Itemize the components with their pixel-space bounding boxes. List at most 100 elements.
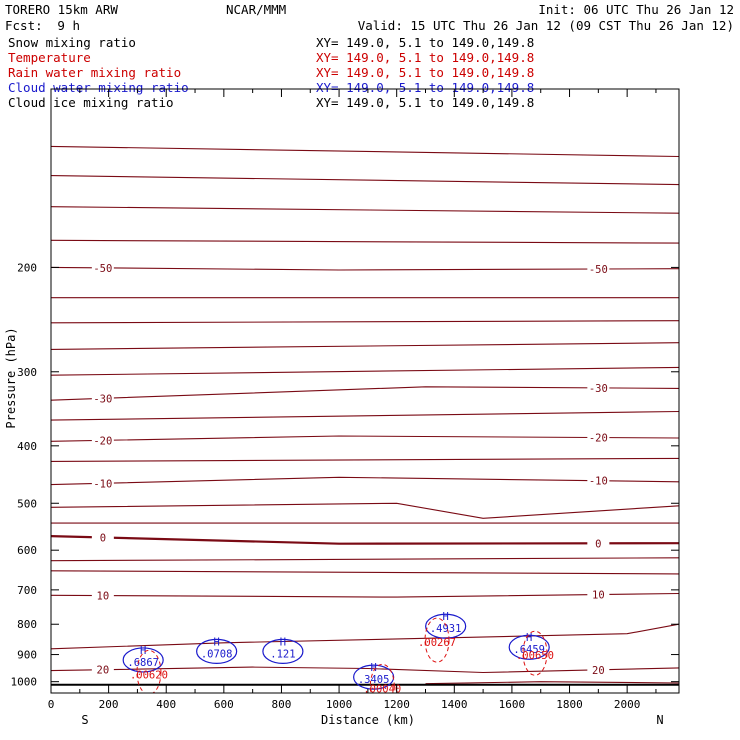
cloud-water-max-marker: H <box>213 636 219 648</box>
y-tick-label: 600 <box>17 544 37 557</box>
temperature-isotherm <box>51 457 679 462</box>
isotherm-label: 10 <box>97 591 110 603</box>
isotherm-label: 20 <box>592 665 605 677</box>
cloud-water-max-value: .121 <box>270 648 295 660</box>
rain-water-max-value: .00650 <box>516 650 554 662</box>
temperature-isotherm <box>51 666 679 674</box>
cloud-water-max-value: .3405 <box>358 674 390 686</box>
y-tick-label: 500 <box>17 497 37 510</box>
rain-water-contour <box>369 663 395 693</box>
legend: Snow mixing ratio XY= 149.0, 5.1 to 149.… <box>8 35 534 110</box>
x-tick-label: 1200 <box>383 698 410 711</box>
x-tick-label: 1400 <box>441 698 468 711</box>
rain-water-max-value: .00620 <box>130 669 168 681</box>
isotherm-label-bg <box>587 588 610 601</box>
isotherm-label: -30 <box>589 383 608 395</box>
header: TORERO 15km ARW NCAR/MMM Init: 06 UTC Th… <box>5 2 734 33</box>
y-tick-label: 900 <box>17 649 37 662</box>
isotherm-label: -50 <box>589 264 608 276</box>
isotherm-label: -50 <box>93 263 112 275</box>
cloud-water-max-marker: H <box>140 645 146 657</box>
legend-xy: XY= 149.0, 5.1 to 149.0,149.8 <box>316 95 534 110</box>
cloud-water-max-marker: H <box>370 662 376 674</box>
header-valid: Valid: 15 UTC Thu 26 Jan 12 (09 CST Thu … <box>358 18 734 33</box>
temperature-isotherm <box>51 145 679 158</box>
temperature-isotherm <box>51 476 679 486</box>
temperature-isotherm <box>51 266 679 271</box>
y-tick-label: 700 <box>17 584 37 597</box>
legend-name: Cloud water mixing ratio <box>8 80 189 95</box>
legend-name: Cloud ice mixing ratio <box>8 95 174 110</box>
legend-xy: XY= 149.0, 5.1 to 149.0,149.8 <box>316 65 534 80</box>
y-tick-label: 300 <box>17 366 37 379</box>
x-axis-title: Distance (km) <box>321 713 415 727</box>
isotherm-label-bg <box>91 663 114 676</box>
header-init: Init: 06 UTC Thu 26 Jan 12 <box>538 2 734 17</box>
isotherm-label-bg <box>91 589 114 602</box>
isotherm-label-bg <box>91 531 114 544</box>
cloud-water-contour <box>122 647 164 673</box>
cloud-water-max-value: .0708 <box>201 648 233 660</box>
temperature-isotherm <box>51 535 679 545</box>
y-tick-label: 1000 <box>11 676 38 689</box>
isotherm-label-bg <box>587 431 610 444</box>
legend-name: Snow mixing ratio <box>8 35 136 50</box>
isotherm-label: 10 <box>592 590 605 602</box>
temperature-isotherm <box>51 320 679 324</box>
direction-label-right: N <box>656 713 663 727</box>
cloud-water-max-value: .6459 <box>513 644 545 656</box>
cloud-water-max-marker: H <box>442 611 448 623</box>
x-tick-label: 800 <box>272 698 292 711</box>
plot-frame <box>50 88 680 694</box>
isotherm-label: 0 <box>595 538 601 550</box>
cloud-water-contour <box>425 613 467 639</box>
cloud-water-contour <box>262 638 304 664</box>
cloud-water-max-value: .6867 <box>127 657 159 669</box>
legend-xy: XY= 149.0, 5.1 to 149.0,149.8 <box>316 50 534 65</box>
x-tick-label: 600 <box>214 698 234 711</box>
y-tick-label: 200 <box>17 261 37 274</box>
isotherm-label-bg <box>91 392 114 405</box>
x-tick-label: 1000 <box>326 698 353 711</box>
cloud-water-max-marker: H <box>280 636 286 648</box>
temperature-isotherm <box>51 435 679 442</box>
temperature-isotherm <box>51 239 679 244</box>
x-tick-label: 200 <box>99 698 119 711</box>
cloud-water-contour <box>508 634 550 660</box>
direction-label-left: S <box>81 713 88 727</box>
temperature-isotherm <box>425 681 679 685</box>
x-tick-label: 0 <box>48 698 55 711</box>
isotherm-label-bg <box>587 474 610 487</box>
temperature-isotherm <box>51 410 679 421</box>
rain-water-contour <box>424 617 450 663</box>
isotherm-label-bg <box>587 262 610 275</box>
rain-water-contour <box>136 649 162 693</box>
x-tick-label: 400 <box>156 698 176 711</box>
y-axis-title: Pressure (hPa) <box>4 327 18 428</box>
temperature-isotherm <box>51 175 679 186</box>
isotherm-label: -20 <box>589 433 608 445</box>
temperature-isotherm <box>51 366 679 376</box>
y-tick-label: 400 <box>17 440 37 453</box>
isotherm-label-bg <box>91 261 114 274</box>
temperature-isotherm <box>51 502 679 519</box>
legend-name: Rain water mixing ratio <box>8 65 181 80</box>
temperature-isotherm <box>51 342 679 350</box>
header-center: NCAR/MMM <box>226 2 286 17</box>
header-fcst-value: 9 h <box>57 18 80 33</box>
header-fcst-label: Fcst: <box>5 18 43 33</box>
cloud-water-max-value: .4931 <box>430 623 462 635</box>
rain-water-max-value: .00040 <box>363 683 401 695</box>
isotherm-label-bg <box>91 434 114 447</box>
isotherm-label-bg <box>91 477 114 490</box>
cloud-water-contour <box>196 638 238 664</box>
cloud-water-max-marker: H <box>526 632 532 644</box>
header-model: TORERO 15km ARW <box>5 2 118 17</box>
x-tick-label: 2000 <box>614 698 641 711</box>
rain-water-max-value: .00267 <box>418 637 456 649</box>
isotherm-label: -30 <box>93 393 112 405</box>
